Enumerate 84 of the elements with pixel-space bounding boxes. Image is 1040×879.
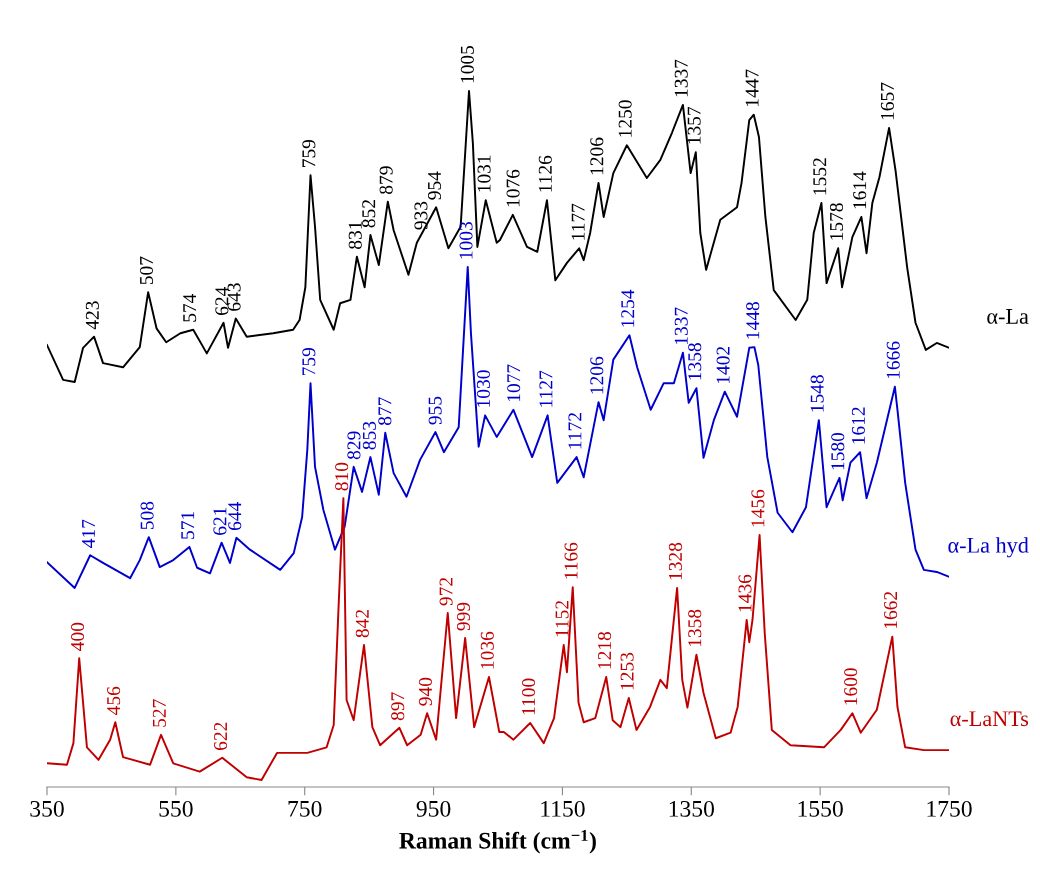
- annotation: 1152: [555, 600, 569, 637]
- annotation: 1402: [716, 346, 730, 384]
- annotation: 1126: [538, 155, 552, 192]
- annotation: 1612: [851, 407, 865, 444]
- annotation: 1077: [507, 364, 521, 402]
- annotation: 1357: [687, 106, 701, 144]
- x-tick-label: 1550: [798, 800, 843, 817]
- annotation: 1580: [831, 432, 845, 470]
- annotation: 1253: [620, 652, 634, 690]
- annotation: 1358: [688, 609, 702, 647]
- annotation: 624: [215, 286, 229, 315]
- annotation: 955: [428, 396, 442, 425]
- x-tick-label: 1350: [669, 800, 714, 817]
- annotation: 1337: [674, 59, 688, 97]
- annotation: 1657: [880, 82, 894, 120]
- annotation: 897: [391, 692, 405, 721]
- annotation: 1250: [618, 100, 632, 137]
- annotation: 508: [140, 501, 154, 530]
- annotation: 1206: [590, 137, 604, 175]
- x-tick-label: 1750: [927, 800, 972, 817]
- annotation: 527: [152, 699, 166, 727]
- annotation: 1447: [745, 69, 759, 107]
- annotation: 1206: [590, 356, 604, 394]
- annotation: 1100: [521, 678, 536, 715]
- x-tick-label: 1150: [541, 800, 585, 817]
- annotation: 954: [427, 171, 442, 200]
- annotation: 1358: [688, 343, 702, 380]
- annotation: 621: [213, 507, 227, 535]
- annotation: 644: [228, 502, 242, 531]
- annotation: 759: [302, 348, 316, 376]
- annotation: 1218: [597, 631, 612, 669]
- annotation: 1172: [568, 413, 582, 449]
- annotation: 1578: [829, 203, 844, 240]
- annotation: 1448: [746, 302, 760, 339]
- annotation: 852: [362, 200, 376, 228]
- text: α-La: [987, 309, 1029, 324]
- annotation: 1254: [621, 289, 635, 327]
- annotation: 1003: [459, 222, 473, 259]
- annotation: 940: [418, 677, 432, 706]
- annotation: 1552: [813, 158, 827, 195]
- annotation: 1005: [460, 45, 474, 83]
- annotation: 571: [181, 511, 195, 539]
- annotation: 831: [348, 221, 362, 249]
- annotation: 829: [347, 431, 361, 460]
- series-label: α-LaNTs: [950, 711, 1029, 727]
- series-label: α-La hyd: [948, 537, 1029, 558]
- annotation: 1031: [477, 155, 491, 192]
- annotation: 423: [85, 301, 99, 330]
- x-tick-label: 550: [159, 800, 193, 817]
- annotation: 1177: [571, 203, 585, 240]
- x-tick-label: 950: [416, 800, 451, 817]
- annotation: 1614: [853, 171, 867, 209]
- annotation: 507: [139, 256, 154, 285]
- annotation: 1127: [539, 370, 553, 407]
- annotation: 456: [107, 686, 121, 715]
- annotation: 1662: [884, 591, 898, 629]
- annotation: 879: [379, 166, 393, 194]
- annotation: 1436: [738, 574, 752, 612]
- annotation: 810: [335, 462, 349, 491]
- annotation: 1328: [668, 542, 682, 580]
- annotation: 842: [355, 609, 369, 638]
- annotation: 574: [183, 293, 197, 322]
- x-axis-title: Raman Shift (cm$^{−1}$): [399, 829, 596, 854]
- annotation: 400: [70, 622, 85, 651]
- annotation: 877: [378, 397, 392, 426]
- annotation: 759: [302, 139, 316, 167]
- annotation: 933: [414, 201, 428, 230]
- annotation: 1166: [564, 542, 578, 579]
- annotation: 853: [362, 421, 376, 450]
- annotation: 1666: [886, 341, 900, 379]
- x-tick-label: 750: [288, 800, 322, 817]
- annotation: 1030: [476, 370, 490, 407]
- annotation: 1548: [810, 375, 824, 412]
- annotation: 1456: [751, 489, 765, 527]
- annotation: 999: [456, 602, 471, 631]
- annotation: 622: [214, 722, 228, 750]
- annotation: 1076: [506, 169, 520, 207]
- annotation: 1600: [844, 668, 858, 705]
- x-tick-label: 350: [30, 800, 64, 817]
- annotation: 417: [82, 519, 95, 548]
- annotation: 972: [439, 577, 453, 606]
- annotation: 643: [227, 283, 241, 311]
- annotation: 1337: [674, 307, 688, 345]
- annotation: 1036: [480, 631, 494, 669]
